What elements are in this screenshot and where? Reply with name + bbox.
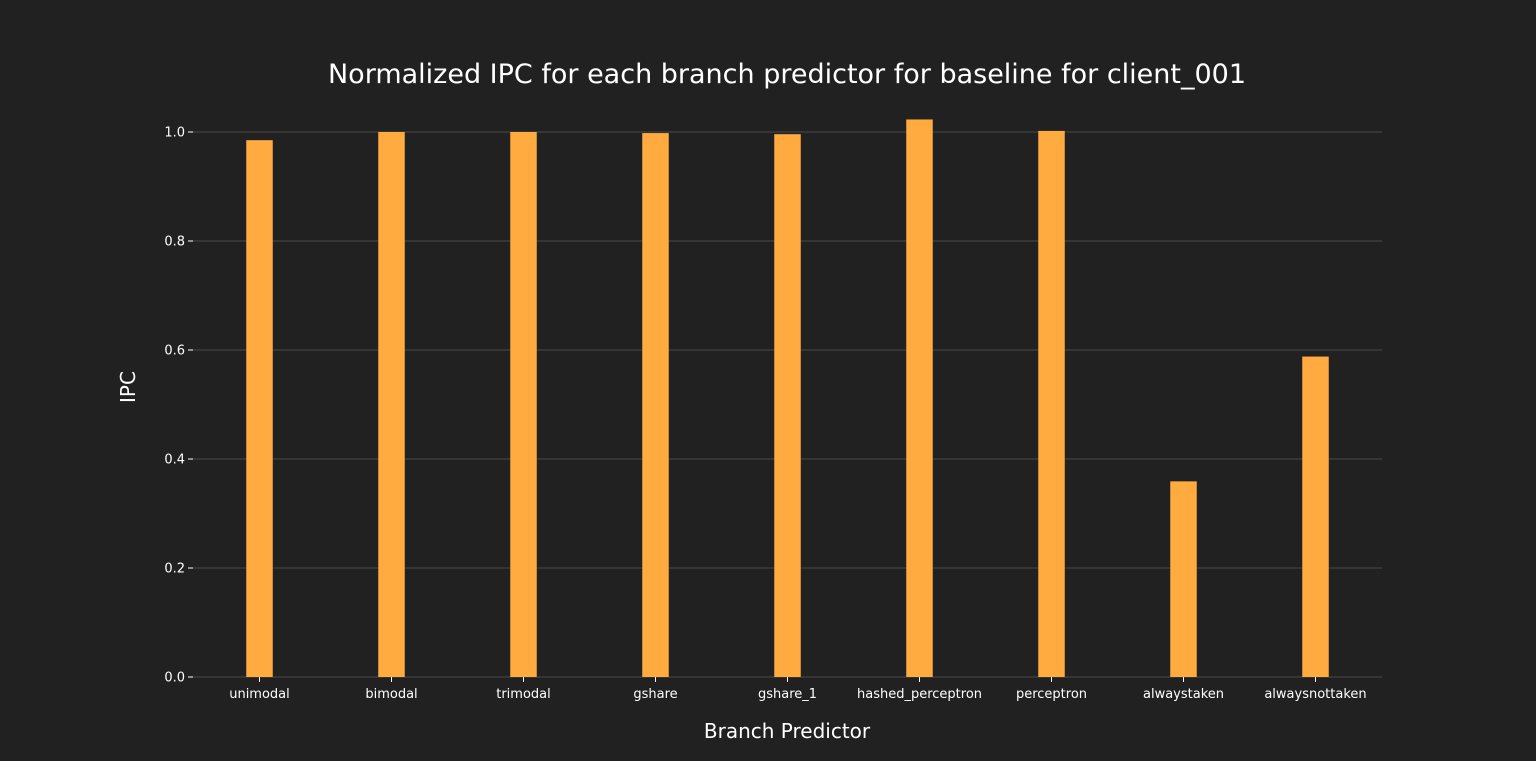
- x-tick-label: hashed_perceptron: [857, 687, 982, 702]
- bar-unimodal: [246, 140, 273, 678]
- bar-perceptron: [1038, 130, 1065, 677]
- x-tick-label: alwaysnottaken: [1264, 687, 1366, 702]
- bar-alwaystaken: [1170, 481, 1197, 677]
- bar-trimodal: [510, 132, 537, 677]
- x-tick-label: bimodal: [365, 687, 417, 702]
- y-tick-label: 0.0: [164, 671, 185, 686]
- y-tick-label: 1.0: [164, 126, 185, 141]
- bar-gshare: [642, 133, 669, 678]
- chart-title: Normalized IPC for each branch predictor…: [328, 59, 1246, 90]
- bar-hashed_perceptron: [906, 119, 933, 678]
- x-tick-label: unimodal: [229, 687, 290, 702]
- x-axis-ticks: unimodal bimodal trimodal gshare gshare_1 has…: [229, 677, 1367, 702]
- y-axis-ticks: 0.0 0.2 0.4 0.6 0.8 1.0: [164, 126, 193, 686]
- y-axis-label: IPC: [116, 371, 140, 403]
- y-tick-label: 0.4: [164, 453, 185, 468]
- x-tick-label: perceptron: [1016, 687, 1087, 702]
- x-tick-label: gshare_1: [758, 687, 817, 702]
- y-tick-label: 0.6: [164, 344, 185, 359]
- bar-alwaysnottaken: [1302, 356, 1329, 677]
- x-tick-label: trimodal: [496, 687, 551, 702]
- bars: [246, 119, 1329, 678]
- bar-bimodal: [378, 132, 405, 677]
- x-tick-label: alwaystaken: [1143, 687, 1224, 702]
- bar-gshare_1: [774, 134, 801, 677]
- x-axis-label: Branch Predictor: [704, 719, 871, 743]
- y-tick-label: 0.8: [164, 235, 185, 250]
- x-tick-label: gshare: [633, 687, 677, 702]
- y-tick-label: 0.2: [164, 562, 185, 577]
